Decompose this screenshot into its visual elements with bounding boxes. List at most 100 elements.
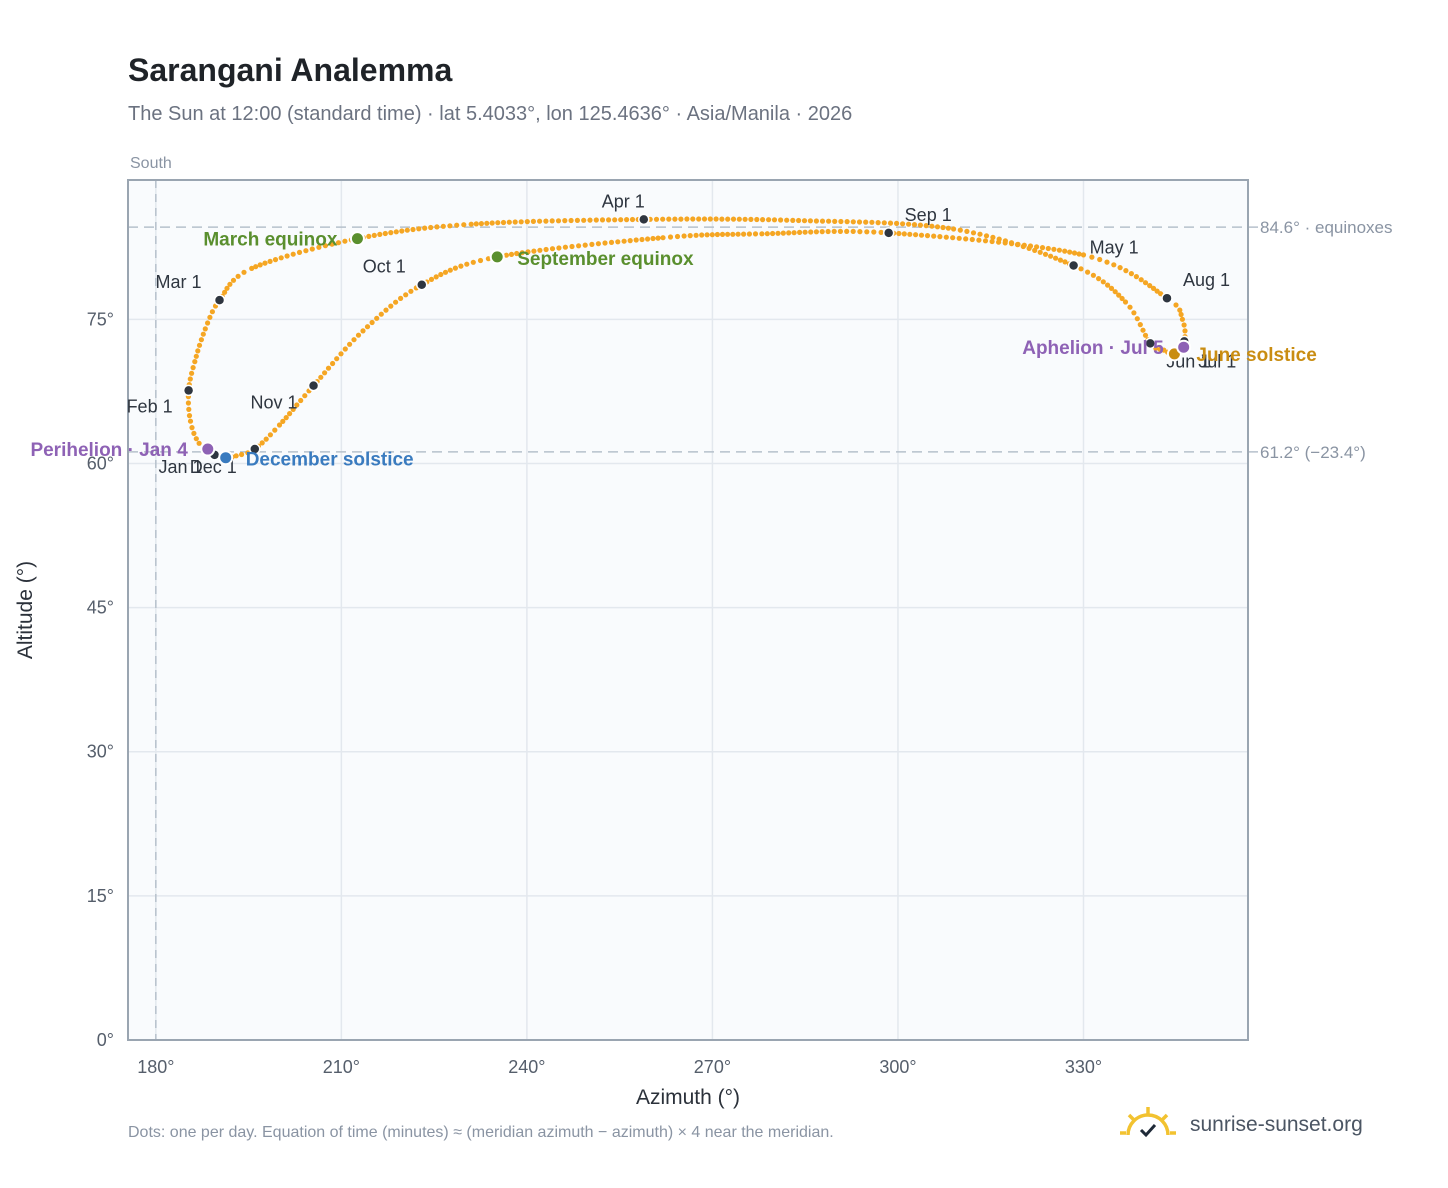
daily-dot	[621, 238, 627, 244]
daily-dot	[383, 307, 389, 313]
chart-title: Sarangani Analemma	[128, 52, 453, 88]
reference-line-label: 61.2° (−23.4°)	[1260, 443, 1366, 462]
daily-dot	[371, 232, 377, 238]
daily-dot	[200, 331, 206, 337]
daily-dot	[581, 217, 587, 223]
month-label: Jul 1	[1198, 351, 1236, 371]
daily-dot	[983, 233, 990, 239]
daily-dot	[808, 229, 814, 235]
month-label: Apr 1	[602, 191, 645, 211]
month-label: Feb 1	[127, 396, 173, 416]
daily-dot	[338, 351, 344, 357]
daily-dot	[477, 257, 484, 264]
y-tick-label: 15°	[87, 886, 114, 906]
daily-dot	[294, 402, 300, 408]
daily-dot	[864, 229, 870, 235]
daily-dot	[196, 342, 203, 348]
daily-dot	[819, 229, 825, 235]
daily-dot	[633, 237, 639, 243]
daily-dot	[918, 232, 925, 238]
daily-dot	[970, 230, 977, 236]
daily-dot	[844, 228, 850, 234]
daily-dot	[408, 288, 414, 294]
month-marker	[1144, 337, 1157, 350]
daily-dot	[1045, 245, 1051, 252]
daily-dot	[1181, 322, 1187, 328]
daily-dot	[977, 231, 983, 237]
daily-dot	[222, 289, 228, 295]
daily-dot	[382, 230, 388, 237]
daily-dot	[1015, 241, 1021, 247]
daily-dot	[366, 233, 372, 239]
daily-dot	[1173, 302, 1179, 308]
daily-dot	[388, 230, 394, 236]
daily-dot	[736, 216, 742, 222]
daily-dot	[1133, 274, 1139, 280]
daily-dot	[650, 235, 656, 242]
daily-dot	[645, 236, 651, 242]
month-label: Oct 1	[363, 257, 406, 277]
daily-dot	[606, 217, 612, 223]
daily-dot	[907, 231, 913, 237]
daily-dot	[230, 277, 237, 283]
daily-dot	[1021, 242, 1027, 248]
daily-dot	[416, 226, 422, 232]
daily-dot	[495, 220, 501, 226]
daily-dot	[1090, 272, 1096, 278]
brand[interactable]: sunrise-sunset.org	[1120, 1100, 1363, 1150]
x-tick-label: 210°	[323, 1057, 360, 1077]
daily-dot	[957, 227, 963, 233]
daily-dot	[290, 406, 296, 412]
month-marker	[882, 227, 895, 239]
month-marker	[182, 384, 195, 397]
daily-dot	[1076, 251, 1082, 257]
daily-dot	[660, 216, 666, 222]
daily-dot	[235, 273, 241, 279]
daily-dot	[473, 221, 479, 227]
daily-dot	[1071, 250, 1078, 256]
daily-dot	[377, 231, 383, 237]
daily-dot	[1053, 255, 1059, 261]
daily-dot	[911, 222, 918, 228]
daily-dot	[276, 422, 283, 428]
daily-dot	[875, 220, 881, 226]
daily-dot	[428, 224, 434, 231]
daily-dot	[760, 217, 766, 223]
daily-dot	[754, 216, 760, 223]
daily-dot	[329, 241, 335, 247]
daily-dot	[624, 217, 630, 223]
daily-dot	[693, 232, 699, 238]
daily-dot	[209, 309, 215, 315]
daily-dot	[857, 229, 863, 235]
daily-dot	[569, 243, 575, 250]
daily-dot	[956, 235, 962, 241]
daily-dot	[780, 230, 786, 236]
event-label: December solstice	[246, 450, 414, 471]
event-label: Perihelion · Jan 4	[30, 440, 188, 461]
daily-dot	[894, 220, 900, 226]
daily-dot	[1039, 245, 1046, 251]
daily-dot	[508, 251, 515, 257]
daily-dot	[1100, 279, 1106, 285]
daily-dot	[555, 218, 562, 224]
daily-dot	[802, 229, 808, 235]
daily-dot	[748, 216, 754, 222]
daily-dot	[233, 453, 239, 459]
daily-dot	[790, 217, 796, 223]
daily-dot	[241, 269, 247, 275]
daily-dot	[660, 235, 666, 241]
daily-dot	[612, 217, 618, 223]
event-label: Aphelion · Jul 5	[1022, 338, 1164, 359]
daily-dot	[1177, 307, 1183, 313]
daily-dot	[618, 217, 624, 223]
daily-dot	[969, 236, 975, 243]
daily-dot	[186, 413, 193, 419]
daily-dot	[284, 253, 290, 259]
daily-dot	[856, 219, 863, 225]
daily-dot	[813, 229, 820, 235]
month-label: Mar 1	[156, 272, 202, 292]
daily-dot	[653, 216, 660, 222]
daily-dot	[917, 222, 924, 228]
daily-dot	[470, 259, 476, 265]
